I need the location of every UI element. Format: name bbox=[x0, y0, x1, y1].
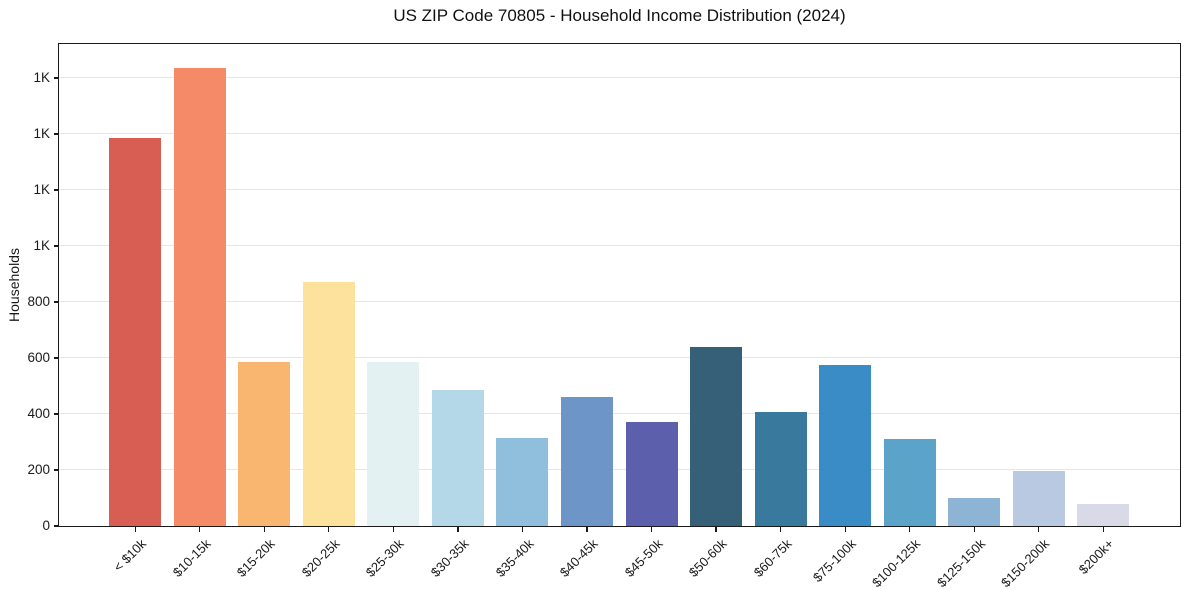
x-tick-label: $30-35k bbox=[427, 536, 472, 580]
y-tick-label: 200 bbox=[27, 462, 50, 477]
bar-$50-60k bbox=[690, 346, 743, 526]
bar-$30-35k bbox=[431, 389, 484, 526]
x-tick-mark bbox=[457, 527, 459, 532]
y-tick-mark bbox=[54, 357, 58, 359]
gridline bbox=[59, 133, 1180, 134]
x-tick-mark bbox=[780, 527, 782, 532]
gridline bbox=[59, 77, 1180, 78]
x-tick-mark bbox=[586, 527, 588, 532]
y-tick-label: 800 bbox=[27, 294, 50, 309]
x-tick-label: $125-150k bbox=[933, 536, 988, 590]
x-tick-label: $50-60k bbox=[685, 536, 730, 580]
bar-$15-20k bbox=[238, 362, 291, 526]
x-tick-label: $35-40k bbox=[492, 536, 537, 580]
y-tick-mark bbox=[54, 245, 58, 247]
y-tick-label: 1K bbox=[33, 70, 50, 85]
bar-$20-25k bbox=[302, 282, 355, 526]
x-tick-mark bbox=[1102, 527, 1104, 532]
bar-$200k+ bbox=[1077, 503, 1130, 526]
bar-$45-50k bbox=[625, 421, 678, 526]
bar-< $10k bbox=[109, 138, 162, 526]
x-tick-label: $45-50k bbox=[621, 536, 666, 580]
y-tick-mark bbox=[54, 77, 58, 79]
y-tick-label: 600 bbox=[27, 350, 50, 365]
x-tick-label: $75-100k bbox=[809, 536, 859, 585]
x-tick-label: $150-200k bbox=[998, 536, 1053, 590]
y-tick-mark bbox=[54, 469, 58, 471]
x-tick-label: $10-15k bbox=[169, 536, 214, 580]
bar-$40-45k bbox=[561, 397, 613, 526]
y-tick-mark bbox=[54, 413, 58, 415]
x-tick-mark bbox=[521, 527, 524, 532]
x-tick-label: < $10k bbox=[110, 536, 149, 575]
x-tick-mark bbox=[650, 527, 653, 532]
y-tick-label: 400 bbox=[27, 406, 50, 421]
y-tick-mark bbox=[54, 189, 58, 191]
x-tick-label: $40-45k bbox=[556, 536, 601, 580]
y-tick-mark bbox=[54, 525, 58, 527]
chart-title: US ZIP Code 70805 - Household Income Dis… bbox=[393, 6, 846, 25]
plot-area bbox=[58, 43, 1181, 527]
gridline bbox=[59, 301, 1180, 302]
gridline bbox=[59, 413, 1180, 414]
x-tick-mark bbox=[1038, 527, 1040, 532]
x-tick-label: $15-20k bbox=[234, 536, 278, 580]
x-tick-label: $20-25k bbox=[298, 536, 343, 580]
bar-$10-15k bbox=[173, 68, 226, 526]
bar-$75-100k bbox=[819, 364, 872, 526]
x-tick-label: $60-75k bbox=[750, 536, 795, 580]
y-tick-label: 1K bbox=[33, 182, 50, 197]
bar-$125-150k bbox=[948, 498, 1001, 526]
y-tick-label: 1K bbox=[33, 126, 50, 141]
bar-$35-40k bbox=[496, 437, 549, 526]
gridline bbox=[59, 469, 1180, 470]
gridline bbox=[59, 357, 1180, 358]
x-tick-label: $100-125k bbox=[869, 536, 924, 590]
gridline bbox=[59, 189, 1180, 190]
bar-$100-125k bbox=[883, 438, 936, 526]
x-tick-label: $200k+ bbox=[1075, 536, 1117, 578]
y-tick-label: 0 bbox=[42, 518, 50, 533]
x-tick-mark bbox=[392, 527, 394, 532]
x-tick-mark bbox=[844, 527, 846, 532]
x-tick-mark bbox=[199, 527, 201, 532]
bar-$150-200k bbox=[1012, 471, 1065, 526]
x-tick-mark bbox=[263, 527, 265, 532]
x-tick-mark bbox=[715, 527, 717, 532]
x-tick-mark bbox=[328, 527, 330, 532]
y-tick-label: 1K bbox=[33, 238, 50, 253]
x-tick-mark bbox=[909, 527, 911, 532]
bar-$60-75k bbox=[754, 412, 807, 526]
gridline bbox=[59, 245, 1180, 246]
x-tick-mark bbox=[973, 527, 975, 532]
y-tick-mark bbox=[54, 133, 58, 135]
x-tick-label: $25-30k bbox=[363, 536, 408, 580]
bar-$25-30k bbox=[367, 362, 420, 526]
y-tick-mark bbox=[54, 301, 58, 303]
x-tick-mark bbox=[134, 527, 136, 532]
